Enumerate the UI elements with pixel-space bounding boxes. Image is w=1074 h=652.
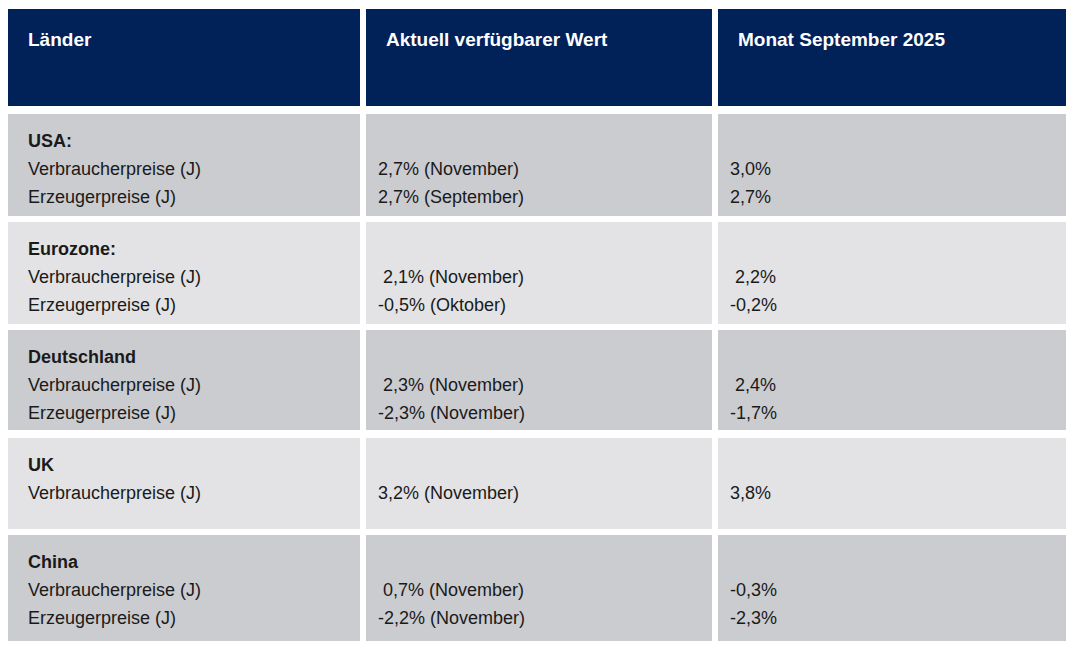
metric-label: Erzeugerpreise (J) [28,399,348,427]
header-cell-current-value: Aktuell verfügbarer Wert [366,9,712,106]
country-cell: UK Verbraucherpreise (J) [8,438,360,529]
country-cell: Eurozone: Verbraucherpreise (J) Erzeuger… [8,222,360,324]
country-label: Deutschland [28,343,348,371]
spacer-line [730,451,1054,479]
metric-value: 2,7% [730,183,1054,211]
metric-value: 2,2% [730,263,1054,291]
table-row-deutschland: Deutschland Verbraucherpreise (J) Erzeug… [8,330,1066,430]
country-label: UK [28,451,348,479]
spacer-line [378,127,700,155]
country-label: China [28,548,348,576]
metric-value: -0,5% (Oktober) [378,291,700,319]
country-cell: USA: Verbraucherpreise (J) Erzeugerpreis… [8,114,360,216]
table-row-china: China Verbraucherpreise (J) Erzeugerprei… [8,535,1066,641]
table-row-eurozone: Eurozone: Verbraucherpreise (J) Erzeuger… [8,222,1066,324]
metric-label: Verbraucherpreise (J) [28,263,348,291]
metric-value: -0,3% [730,576,1054,604]
table-row-usa: USA: Verbraucherpreise (J) Erzeugerpreis… [8,114,1066,216]
current-value-cell: 0,7% (November) -2,2% (November) [366,535,712,641]
metric-value: 0,7% (November) [378,576,700,604]
metric-label: Erzeugerpreise (J) [28,291,348,319]
metric-value: -1,7% [730,399,1054,427]
metric-value: 3,0% [730,155,1054,183]
metric-value: -2,2% (November) [378,604,700,632]
metric-label: Verbraucherpreise (J) [28,371,348,399]
metric-value: 2,3% (November) [378,371,700,399]
metric-value: -2,3% (November) [378,399,700,427]
september-value-cell: 3,0% 2,7% [718,114,1066,216]
table-row-uk: UK Verbraucherpreise (J) 3,2% (November)… [8,438,1066,529]
country-cell: Deutschland Verbraucherpreise (J) Erzeug… [8,330,360,430]
spacer-line [730,548,1054,576]
metric-value: 3,2% (November) [378,479,700,507]
inflation-table: Länder Aktuell verfügbarer Wert Monat Se… [8,9,1066,641]
metric-value: 3,8% [730,479,1054,507]
page: Länder Aktuell verfügbarer Wert Monat Se… [0,0,1074,652]
metric-value: 2,7% (September) [378,183,700,211]
metric-label: Verbraucherpreise (J) [28,155,348,183]
spacer-line [730,127,1054,155]
metric-value: -0,2% [730,291,1054,319]
spacer-line [730,235,1054,263]
country-label: USA: [28,127,348,155]
metric-label: Verbraucherpreise (J) [28,576,348,604]
header-cell-month-september: Monat September 2025 [718,9,1066,106]
september-value-cell: 2,4% -1,7% [718,330,1066,430]
september-value-cell: 2,2% -0,2% [718,222,1066,324]
september-value-cell: 3,8% [718,438,1066,529]
country-cell: China Verbraucherpreise (J) Erzeugerprei… [8,535,360,641]
metric-value: -2,3% [730,604,1054,632]
current-value-cell: 2,1% (November) -0,5% (Oktober) [366,222,712,324]
spacer-line [378,235,700,263]
header-cell-laender: Länder [8,9,360,106]
spacer-line [378,343,700,371]
current-value-cell: 2,7% (November) 2,7% (September) [366,114,712,216]
current-value-cell: 2,3% (November) -2,3% (November) [366,330,712,430]
country-label: Eurozone: [28,235,348,263]
spacer-line [730,343,1054,371]
september-value-cell: -0,3% -2,3% [718,535,1066,641]
table-header-row: Länder Aktuell verfügbarer Wert Monat Se… [8,9,1066,106]
metric-value: 2,7% (November) [378,155,700,183]
metric-value: 2,4% [730,371,1054,399]
metric-label: Erzeugerpreise (J) [28,604,348,632]
metric-label: Verbraucherpreise (J) [28,479,348,507]
spacer-line [378,548,700,576]
spacer-line [378,451,700,479]
current-value-cell: 3,2% (November) [366,438,712,529]
metric-value: 2,1% (November) [378,263,700,291]
metric-label: Erzeugerpreise (J) [28,183,348,211]
